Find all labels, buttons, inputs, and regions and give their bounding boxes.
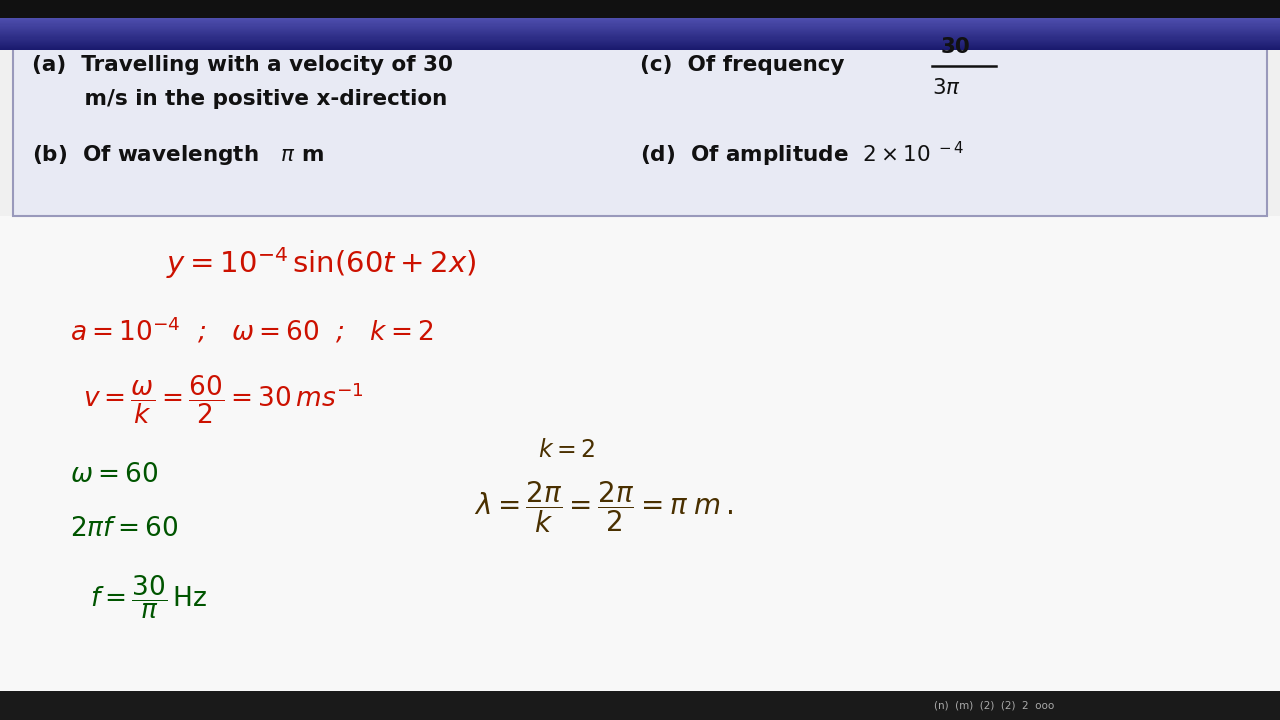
Bar <box>0 44 1280 45</box>
Bar <box>0 42 1280 43</box>
Text: (c)  Of frequency: (c) Of frequency <box>640 55 845 75</box>
Bar <box>0 45 1280 46</box>
Bar <box>0 24 1280 26</box>
Text: $\lambda = \dfrac{2\pi}{k} = \dfrac{2\pi}{2} = \pi\;m\,.$: $\lambda = \dfrac{2\pi}{k} = \dfrac{2\pi… <box>474 480 732 536</box>
Bar <box>0 26 1280 27</box>
Bar <box>0 37 1280 39</box>
Text: 30: 30 <box>941 37 970 57</box>
Bar <box>0 35 1280 37</box>
Bar <box>0 0 1280 18</box>
Text: $2\pi f = 60$: $2\pi f = 60$ <box>70 516 178 542</box>
Bar <box>0 48 1280 49</box>
Text: (d)  Of amplitude  $2\times10^{\ -4}$: (d) Of amplitude $2\times10^{\ -4}$ <box>640 140 964 169</box>
Bar <box>0 30 1280 31</box>
Text: $v = \dfrac{\omega}{k} = \dfrac{60}{2} = 30\,ms^{-1}$: $v = \dfrac{\omega}{k} = \dfrac{60}{2} =… <box>83 374 364 426</box>
Bar <box>13 22 1267 216</box>
Bar <box>0 32 1280 33</box>
Text: m/s in the positive x-direction: m/s in the positive x-direction <box>32 89 447 109</box>
Bar <box>0 28 1280 29</box>
Bar <box>0 20 1280 21</box>
Text: $y = 10^{-4}\,\mathrm{sin}(60t + 2x)$: $y = 10^{-4}\,\mathrm{sin}(60t + 2x)$ <box>166 245 477 281</box>
Text: (a)  Travelling with a velocity of 30: (a) Travelling with a velocity of 30 <box>32 55 453 75</box>
Bar <box>0 29 1280 30</box>
Bar <box>0 43 1280 44</box>
Text: $k = 2$: $k = 2$ <box>538 438 595 462</box>
Text: $3\pi$: $3\pi$ <box>932 78 961 98</box>
Bar <box>0 19 1280 20</box>
Text: $a = 10^{-4}$  ;   $\omega = 60$  ;   $k = 2$: $a = 10^{-4}$ ; $\omega = 60$ ; $k = 2$ <box>70 316 434 346</box>
Bar <box>0 18 1280 19</box>
Bar <box>0 691 1280 720</box>
Bar <box>0 46 1280 48</box>
Bar <box>0 216 1280 691</box>
Bar <box>0 22 1280 24</box>
Text: (n)  (m)  (2)  (2)  2  ooo: (n) (m) (2) (2) 2 ooo <box>934 701 1055 711</box>
Bar <box>0 41 1280 42</box>
Bar <box>0 39 1280 40</box>
Bar <box>0 31 1280 32</box>
Text: $\omega = 60$: $\omega = 60$ <box>70 462 159 488</box>
Bar <box>0 33 1280 34</box>
Text: $f = \dfrac{30}{\pi}\,\mathrm{Hz}$: $f = \dfrac{30}{\pi}\,\mathrm{Hz}$ <box>90 574 207 621</box>
Text: (b)  Of wavelength   $\pi$ m: (b) Of wavelength $\pi$ m <box>32 143 324 167</box>
Bar <box>0 40 1280 41</box>
